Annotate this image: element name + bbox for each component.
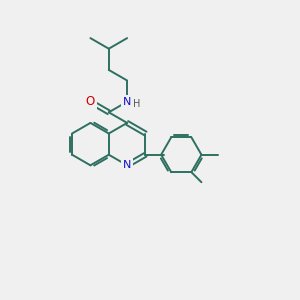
Text: N: N [123, 160, 131, 170]
Text: O: O [86, 95, 95, 108]
Text: H: H [133, 99, 140, 109]
Text: N: N [123, 97, 131, 107]
